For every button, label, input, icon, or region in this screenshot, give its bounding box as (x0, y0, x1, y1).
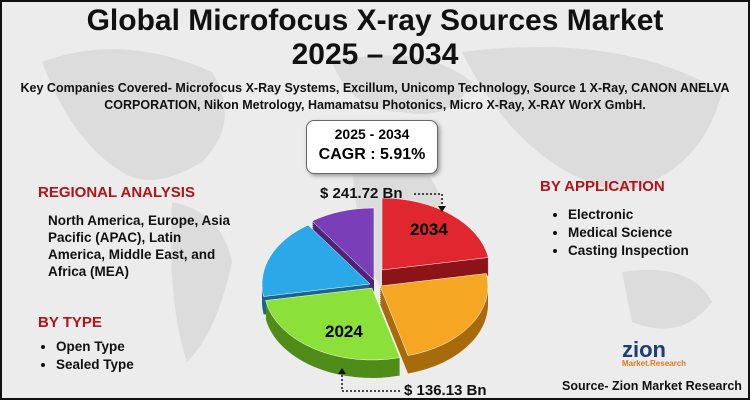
year-label: 2034 (410, 220, 448, 239)
pie-slice (338, 368, 346, 374)
value-label: $ 136.13 Bn (404, 382, 487, 399)
list-item: Electronic (568, 206, 689, 224)
pie-slice (265, 287, 401, 361)
pie-slice (379, 273, 489, 356)
pie-slice (438, 206, 446, 212)
title: Global Microfocus X-ray Sources Market (86, 4, 664, 37)
companies: Key Companies Covered- Microfocus X-Ray … (20, 81, 730, 112)
value-label: $ 241.72 Bn (320, 185, 403, 202)
pie-slice (341, 370, 400, 392)
list-item: Open Type (56, 338, 134, 356)
logo-sub: Market.Research (622, 359, 687, 368)
period: 2025 - 2034 (334, 126, 410, 142)
pie-slice (381, 197, 489, 271)
cagr-box: 2025 - 2034 CAGR : 5.91% (306, 120, 438, 174)
cagr: CAGR : 5.91% (318, 146, 426, 163)
logo-name: zion (622, 337, 666, 362)
pie-slice (311, 207, 375, 281)
source: Source- Zion Market Research (562, 379, 742, 393)
pie-slice (261, 224, 371, 297)
list-item: Sealed Type (56, 356, 134, 374)
pie-slice (414, 193, 443, 210)
section-heading: REGIONAL ANALYSIS (38, 184, 195, 201)
section-heading: BY APPLICATION (540, 178, 665, 195)
section-heading: BY TYPE (38, 314, 102, 331)
region-text: North America, Europe, Asia Pacific (APA… (48, 213, 231, 279)
type-list: Open TypeSealed Type (38, 338, 134, 374)
list-item: Casting Inspection (568, 242, 689, 260)
year-label: 2024 (325, 322, 363, 341)
title: 2025 – 2034 (291, 38, 459, 71)
list-item: Medical Science (568, 224, 689, 242)
application-list: ElectronicMedical ScienceCasting Inspect… (550, 206, 689, 260)
